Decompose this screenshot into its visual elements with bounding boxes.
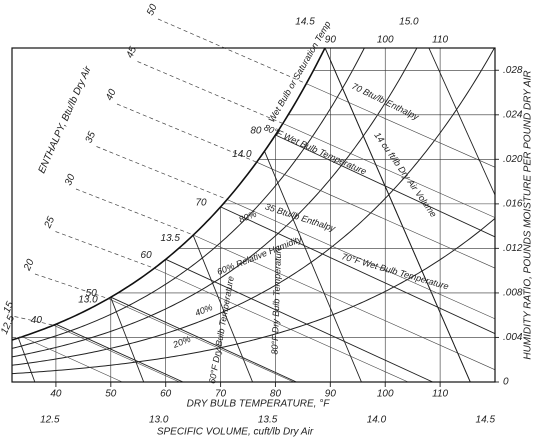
wet-bulb-label: 40	[31, 315, 43, 326]
rh-curve	[12, 48, 495, 358]
enthalpy-projection	[34, 273, 109, 299]
rh-label: 20%	[171, 334, 192, 350]
volume-top-label: 15.0	[399, 17, 419, 28]
top-tick-label: 100	[377, 35, 394, 46]
volume-inner-label: 13.0	[78, 294, 98, 305]
volume-inner-label: 14.0	[232, 149, 252, 160]
volume-label: 14.5	[476, 415, 496, 426]
wet-bulb-line	[220, 206, 495, 382]
x-tick-label: 70	[215, 389, 227, 400]
volume-line	[428, 48, 495, 382]
volume-label: 13.0	[149, 415, 169, 426]
x-tick-label: 40	[50, 389, 62, 400]
annotation: 80°F Dry Bulb Temperature	[269, 245, 283, 354]
enthalpy-label: 50	[145, 2, 160, 17]
top-tick-label: 110	[432, 35, 448, 46]
annotation: 70°F Wet Bulb Temperature	[340, 251, 449, 291]
volume-line	[116, 48, 253, 382]
x-tick-label: 50	[105, 389, 117, 400]
x-axis-title: DRY BULB TEMPERATURE, °F	[187, 399, 331, 410]
enthalpy-projection	[137, 61, 283, 124]
y2-tick-label: .012	[503, 243, 523, 254]
enthalpy-line	[193, 234, 495, 382]
top-tick-label: 90	[325, 35, 337, 46]
enthalpy-line	[226, 199, 495, 382]
annotation: 14 cu ft/lb Dry Air Volume	[372, 130, 438, 219]
wet-bulb-label: 70	[195, 198, 207, 209]
enthalpy-label: 45	[125, 45, 140, 60]
enthalpy-line	[306, 83, 495, 382]
enthalpy-projection	[96, 146, 228, 200]
annotation: 80°F Wet Bulb Temperature	[263, 122, 368, 176]
y2-axis-title: HUMIDITY RATIO, POUNDS MOISTURE PER POUN…	[523, 70, 534, 359]
rh-curve	[12, 48, 495, 366]
annotation: Wet Bulb or Saturation Temp	[266, 19, 332, 124]
wet-bulb-line	[110, 296, 297, 382]
enthalpy-projection	[116, 103, 257, 163]
x-tick-label: 80	[270, 389, 282, 400]
x-tick-label: 60	[160, 389, 172, 400]
enthalpy-line	[154, 268, 409, 382]
x-tick-label: 90	[325, 389, 337, 400]
enthalpy-projection	[75, 188, 194, 236]
y2-tick-label: .004	[503, 332, 523, 343]
enthalpy-line	[256, 161, 495, 382]
volume-label: 14.0	[367, 415, 387, 426]
enthalpy-label: 40	[104, 87, 119, 102]
saturation-curve	[11, 47, 326, 341]
rh-curve	[12, 218, 495, 375]
enthalpy-label: 35	[84, 130, 99, 145]
wet-bulb-label: 80	[250, 126, 262, 137]
enthalpy-projection	[55, 231, 155, 269]
enthalpy-line	[108, 298, 294, 382]
rh-curve	[12, 48, 495, 349]
y2-tick-label: .020	[503, 154, 523, 165]
wet-bulb-line	[165, 258, 433, 382]
volume-line	[324, 48, 471, 382]
y2-tick-label: .024	[503, 109, 523, 120]
y2-tick-label: 0	[503, 377, 509, 388]
enthalpy-label: 30	[63, 172, 78, 187]
plot-frame	[11, 47, 496, 383]
y2-tick-label: .028	[503, 65, 523, 76]
volume-inner-label: 13.5	[161, 233, 181, 244]
enthalpy-projection	[11, 336, 23, 339]
y2-tick-label: .008	[503, 288, 523, 299]
volume-top-label: 14.5	[295, 17, 315, 28]
y2-tick-label: .016	[503, 199, 523, 210]
wet-bulb-label: 60	[141, 250, 153, 261]
volume-title: SPECIFIC VOLUME, cuft/lb Dry Air	[157, 427, 314, 437]
enthalpy-line	[53, 324, 180, 382]
enthalpy-label: 25	[42, 215, 57, 231]
rh-label: 60% Relative Humidity	[215, 234, 303, 277]
annotation: 35 Btu/lb Enthalpy	[264, 201, 337, 233]
enthalpy-projection	[157, 18, 307, 84]
enthalpy-label: 20	[22, 257, 37, 273]
wet-bulb-line	[275, 134, 495, 382]
volume-label: 12.5	[40, 415, 60, 426]
wet-bulb-line	[55, 323, 184, 382]
x-tick-label: 100	[377, 389, 394, 400]
enthalpy-line	[282, 123, 495, 382]
enthalpy-label: 15	[2, 300, 17, 315]
enthalpy-line	[22, 336, 123, 382]
volume-label: 13.5	[258, 415, 278, 426]
enthalpy-title: ENTHALPY, Btu/lb Dry Air	[37, 64, 94, 175]
x-tick-label: 110	[432, 389, 448, 400]
rh-label: 40%	[194, 302, 214, 318]
